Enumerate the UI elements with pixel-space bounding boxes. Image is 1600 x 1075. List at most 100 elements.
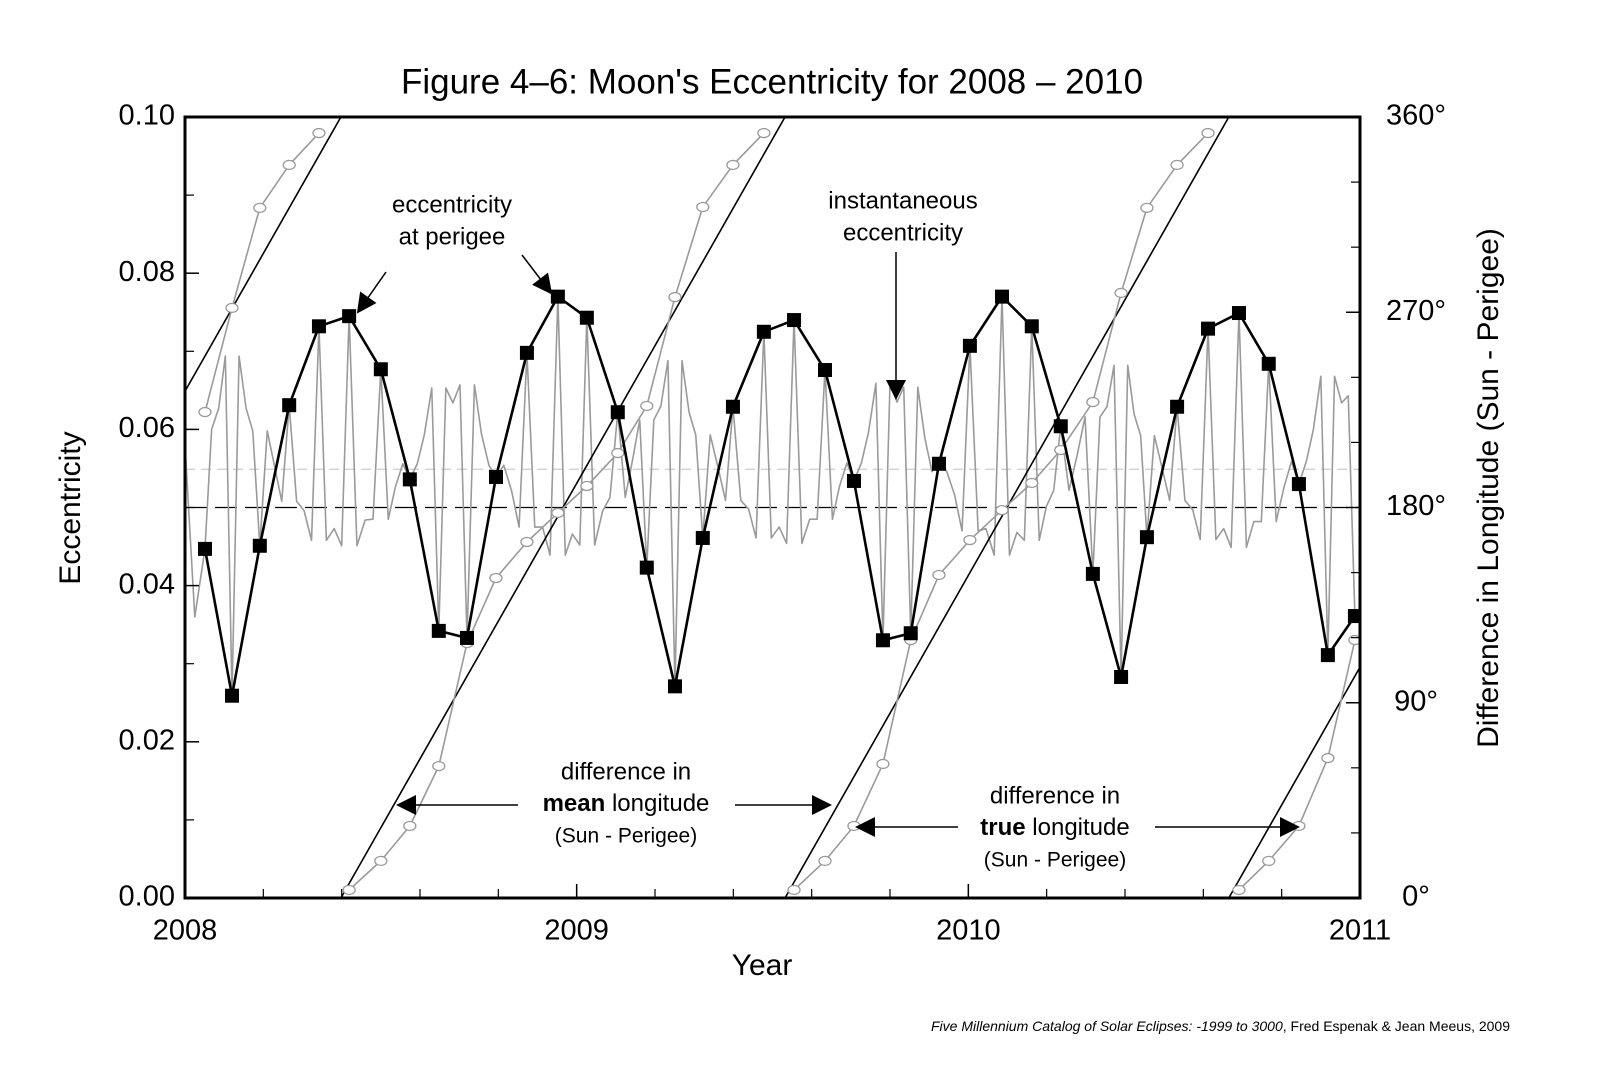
marker-square — [725, 399, 740, 414]
marker-circle — [1321, 752, 1335, 764]
marker-circle — [847, 820, 861, 832]
annotation-text: instantaneous — [828, 187, 977, 214]
marker-circle — [580, 480, 594, 492]
annotation-text: eccentricity — [843, 219, 963, 246]
marker-square — [1024, 319, 1039, 334]
marker-square — [756, 324, 771, 339]
annotation-text: true longitude — [980, 814, 1129, 841]
marker-circle — [668, 291, 682, 303]
y-tick-label: 0.08 — [119, 256, 175, 288]
marker-square — [1231, 306, 1246, 321]
annotation-true: difference in true longitude (Sun - Peri… — [855, 782, 1300, 872]
marker-circle — [787, 884, 801, 896]
marker-circle — [1232, 884, 1246, 896]
marker-square — [1201, 321, 1216, 336]
marker-square — [903, 626, 918, 641]
marker-square — [817, 363, 832, 378]
y2-tick-label: 0° — [1402, 881, 1430, 913]
y2-axis-label: Difference in Longitude (Sun - Perigee) — [1472, 228, 1505, 748]
annotation-perigee: eccentricity at perigee — [356, 191, 553, 314]
marker-square — [1320, 648, 1335, 663]
marker-circle — [932, 569, 946, 581]
marker-circle — [342, 884, 356, 896]
marker-circle — [1140, 202, 1154, 214]
marker-square — [846, 473, 861, 488]
marker-circle — [253, 202, 267, 214]
series-line — [185, 295, 1356, 697]
marker-circle — [1025, 477, 1039, 489]
marker-square — [1114, 669, 1129, 684]
marker-square — [610, 405, 625, 420]
marker-square — [550, 289, 565, 304]
marker-circle — [1086, 396, 1100, 408]
marker-square — [1053, 419, 1068, 434]
series-line — [1228, 666, 1360, 899]
arrow — [521, 254, 553, 295]
marker-circle — [995, 504, 1009, 516]
annotation-instantaneous: instantaneous eccentricity — [828, 187, 978, 400]
marker-square — [875, 633, 890, 648]
marker-square — [1170, 399, 1185, 414]
marker-square — [931, 456, 946, 471]
marker-square — [282, 398, 297, 413]
x-tick-label: 2009 — [544, 915, 609, 947]
marker-circle — [374, 855, 388, 867]
plot-area: 2008 2009 2010 2011 0.00 0.02 0.04 0.06 0.08 0.10… — [119, 100, 1446, 947]
marker-circle — [1170, 159, 1184, 171]
marker-circle — [696, 201, 710, 213]
marker-square — [695, 530, 710, 545]
y-tick-label: 0.02 — [119, 724, 175, 756]
marker-circle — [225, 302, 239, 314]
marker-square — [252, 538, 267, 553]
marker-square — [1085, 566, 1100, 581]
marker-circle — [963, 534, 977, 546]
marker-circle — [1201, 127, 1215, 139]
x-tick-label: 2010 — [936, 915, 1001, 947]
marker-circle — [489, 572, 503, 584]
marker-square — [460, 630, 474, 645]
marker-circle — [312, 127, 326, 139]
marker-circle — [640, 400, 654, 412]
marker-circle — [432, 760, 446, 772]
series-line — [203, 295, 1356, 698]
chart-title: Figure 4–6: Moon's Eccentricity for 2008… — [401, 62, 1143, 101]
marker-square — [373, 362, 388, 377]
annotation-text: mean longitude — [543, 790, 710, 817]
series-layer — [185, 116, 1360, 899]
annotation-text: difference in — [561, 758, 691, 785]
x-tick-label: 2008 — [153, 915, 218, 947]
annotation-text: eccentricity — [392, 191, 512, 218]
marker-circle — [611, 447, 625, 459]
marker-square — [197, 541, 212, 556]
y-tick-label: 0.04 — [119, 568, 175, 600]
annotation-text: (Sun - Perigee) — [555, 825, 697, 848]
marker-circle — [520, 536, 534, 548]
marker-square — [342, 309, 357, 324]
marker-square — [402, 472, 417, 487]
marker-circle — [1114, 287, 1128, 299]
y2-tick-label: 270° — [1386, 295, 1446, 327]
marker-circle — [757, 127, 771, 139]
marker-square — [787, 313, 802, 328]
marker-square — [1261, 356, 1276, 371]
marker-square — [579, 310, 594, 325]
marker-square — [667, 679, 682, 694]
y2-tick-label: 360° — [1386, 100, 1446, 132]
marker-square — [1139, 530, 1154, 545]
marker-circle — [1262, 855, 1276, 867]
y-tick-label: 0.10 — [119, 100, 175, 132]
annotation-text: (Sun - Perigee) — [984, 849, 1126, 872]
marker-square — [431, 623, 446, 638]
marker-square — [1291, 477, 1306, 492]
marker-circle — [876, 758, 890, 770]
series-line — [185, 116, 342, 392]
x-tick-label: 2011 — [1329, 915, 1391, 947]
marker-square — [488, 470, 503, 485]
marker-circle — [551, 507, 565, 519]
y-axis-label: Eccentricity — [54, 431, 87, 584]
marker-square — [995, 289, 1010, 304]
marker-circle — [282, 159, 296, 171]
marker-circle — [726, 159, 740, 171]
marker-square — [962, 338, 977, 353]
